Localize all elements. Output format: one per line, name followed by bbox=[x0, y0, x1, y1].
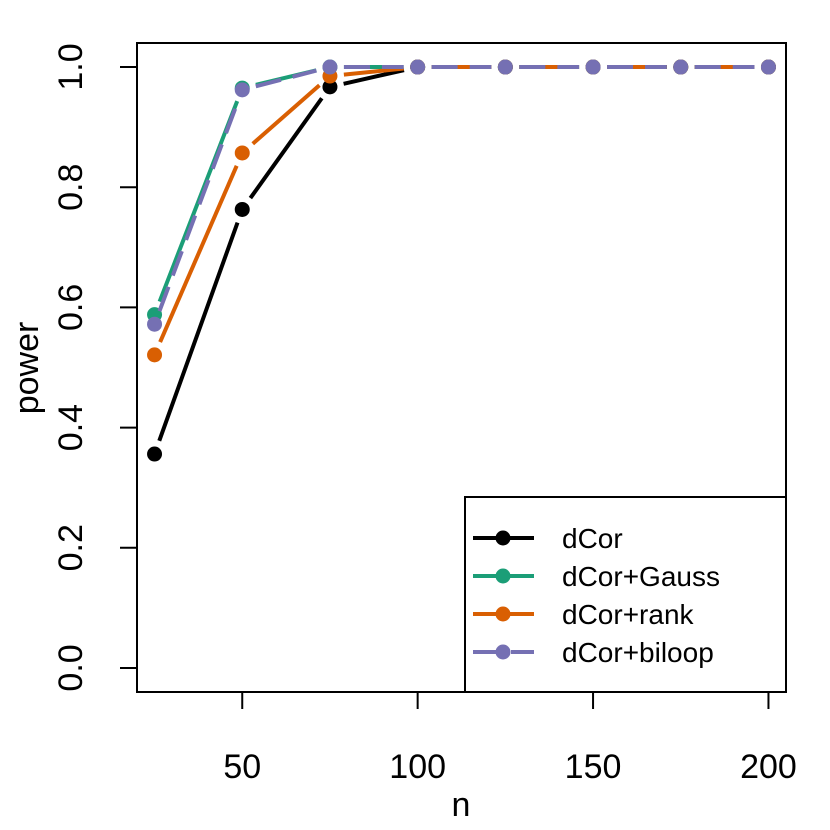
series-segment bbox=[248, 97, 324, 200]
series-segment bbox=[343, 66, 404, 77]
data-point bbox=[585, 59, 601, 75]
series-dcor-biloop bbox=[147, 59, 776, 332]
legend: dCor dCor+Gauss dCor+rank dCor+biloop bbox=[464, 496, 787, 693]
legend-swatch-point bbox=[495, 568, 511, 584]
series-dcor-gauss bbox=[147, 59, 776, 323]
legend-label: dCor bbox=[562, 523, 623, 554]
data-point bbox=[322, 79, 338, 95]
data-point bbox=[497, 59, 513, 75]
y-tick-label: 0.8 bbox=[52, 164, 90, 211]
y-tick-label: 0.4 bbox=[52, 404, 90, 451]
data-point bbox=[410, 59, 426, 75]
legend-swatch-point bbox=[495, 606, 511, 622]
legend-label: dCor+biloop bbox=[562, 637, 714, 668]
x-tick-label: 50 bbox=[223, 748, 261, 786]
data-point bbox=[234, 82, 250, 98]
x-axis-title: n bbox=[452, 786, 471, 824]
axes-layer: 50 100 150 200 0.0 0.2 0.4 0.6 0.8 1.0 bbox=[52, 43, 797, 786]
legend-items: dCor dCor+Gauss dCor+rank dCor+biloop bbox=[473, 523, 720, 668]
series-segment bbox=[255, 68, 317, 89]
legend-swatch-point bbox=[495, 644, 511, 660]
legend-box bbox=[464, 496, 787, 693]
data-point bbox=[322, 59, 338, 75]
y-tick-label: 0.0 bbox=[52, 644, 90, 691]
series-dcor bbox=[147, 59, 776, 462]
y-tick-label: 0.6 bbox=[52, 284, 90, 331]
legend-label: dCor+rank bbox=[562, 599, 695, 630]
data-point bbox=[234, 201, 250, 217]
x-tick-label: 150 bbox=[565, 748, 622, 786]
y-tick-label: 1.0 bbox=[52, 43, 90, 90]
series-segment bbox=[157, 100, 240, 303]
legend-label: dCor+Gauss bbox=[562, 561, 720, 592]
legend-swatch-point bbox=[495, 530, 511, 546]
series-segment bbox=[343, 68, 405, 86]
data-point bbox=[147, 347, 163, 363]
x-tick-label: 100 bbox=[389, 748, 446, 786]
data-point bbox=[147, 446, 163, 462]
x-tick-label: 200 bbox=[740, 748, 797, 786]
y-tick-label: 0.2 bbox=[52, 524, 90, 571]
data-point bbox=[147, 316, 163, 332]
series-layer bbox=[147, 59, 776, 462]
data-point bbox=[234, 145, 250, 161]
series-segment bbox=[251, 83, 321, 146]
series-segment bbox=[158, 165, 239, 343]
series-segment bbox=[157, 221, 240, 442]
y-axis-title: power bbox=[8, 322, 46, 415]
data-point bbox=[760, 59, 776, 75]
data-point bbox=[673, 59, 689, 75]
